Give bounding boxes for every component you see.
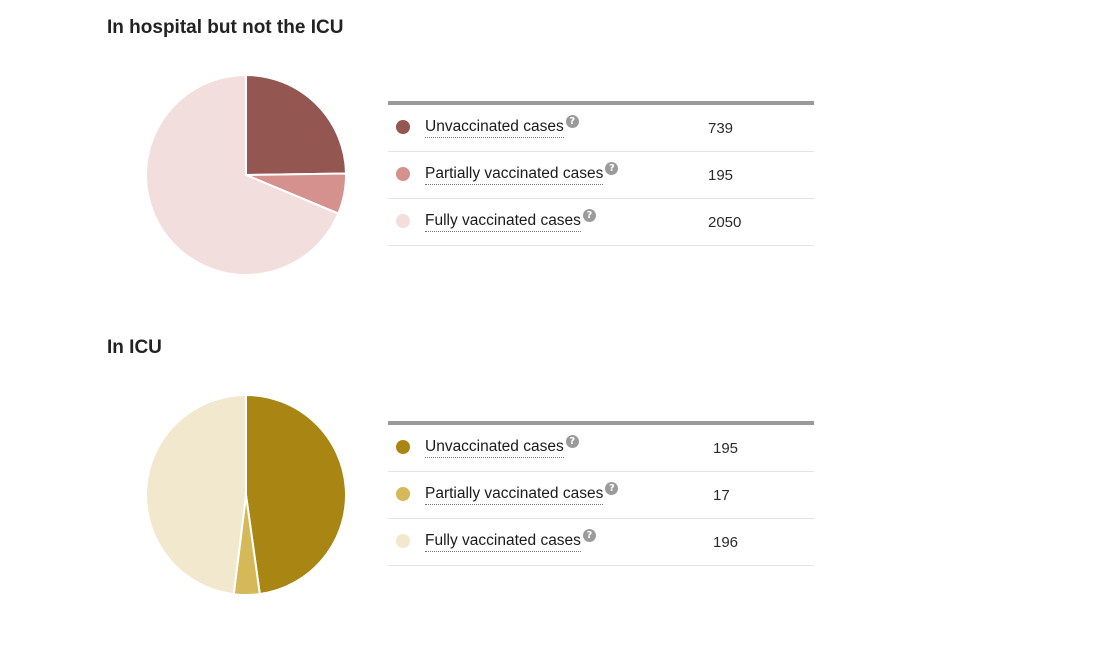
pie-slice-unvaccinated-cases[interactable]	[245, 73, 348, 177]
unvaccinated-value: 195	[713, 440, 739, 457]
fully-vaccinated-label[interactable]: Fully vaccinated cases?	[425, 209, 596, 232]
fully-vaccinated-swatch	[396, 214, 410, 228]
icu-section: In ICU Unvaccinated cases? 195 Partially…	[0, 320, 1100, 650]
section-title: In ICU	[107, 337, 162, 358]
pie-slice-unvaccinated-cases[interactable]	[245, 393, 347, 596]
table-row: Fully vaccinated cases? 2050	[388, 199, 814, 246]
partially-vaccinated-value: 195	[708, 167, 734, 184]
fully-vaccinated-label[interactable]: Fully vaccinated cases?	[425, 529, 596, 552]
table-row: Partially vaccinated cases? 17	[388, 472, 814, 519]
hospital-pie-chart	[145, 73, 348, 276]
icu-pie-chart	[145, 393, 347, 596]
pie-slice-fully-vaccinated-cases[interactable]	[145, 393, 247, 596]
table-row: Partially vaccinated cases? 195	[388, 152, 814, 199]
help-icon[interactable]: ?	[565, 115, 579, 128]
help-icon[interactable]: ?	[605, 162, 619, 175]
partially-vaccinated-value: 17	[713, 487, 730, 504]
table-row: Unvaccinated cases? 739	[388, 105, 814, 152]
hospital-section: In hospital but not the ICU Unvaccinated…	[107, 17, 814, 276]
partially-vaccinated-label[interactable]: Partially vaccinated cases?	[425, 162, 619, 185]
help-icon[interactable]: ?	[582, 209, 596, 222]
help-icon[interactable]: ?	[582, 529, 596, 542]
partially-vaccinated-swatch	[396, 167, 410, 181]
table-row: Fully vaccinated cases? 196	[388, 519, 814, 566]
icu-legend-table: Unvaccinated cases? 195 Partially vaccin…	[388, 421, 814, 566]
unvaccinated-label[interactable]: Unvaccinated cases?	[425, 435, 579, 458]
unvaccinated-label[interactable]: Unvaccinated cases?	[425, 115, 579, 138]
unvaccinated-swatch	[396, 440, 410, 454]
fully-vaccinated-value: 2050	[708, 214, 742, 231]
unvaccinated-swatch	[396, 120, 410, 134]
fully-vaccinated-value: 196	[713, 534, 739, 551]
partially-vaccinated-label[interactable]: Partially vaccinated cases?	[425, 482, 619, 505]
section-title: In hospital but not the ICU	[107, 17, 344, 38]
pie-slice-fully-vaccinated-cases[interactable]	[145, 73, 340, 276]
fully-vaccinated-swatch	[396, 534, 410, 548]
table-row: Unvaccinated cases? 195	[388, 425, 814, 472]
help-icon[interactable]: ?	[605, 482, 619, 495]
unvaccinated-value: 739	[708, 120, 734, 137]
hospital-legend-table: Unvaccinated cases? 739 Partially vaccin…	[388, 101, 814, 246]
help-icon[interactable]: ?	[565, 435, 579, 448]
partially-vaccinated-swatch	[396, 487, 410, 501]
